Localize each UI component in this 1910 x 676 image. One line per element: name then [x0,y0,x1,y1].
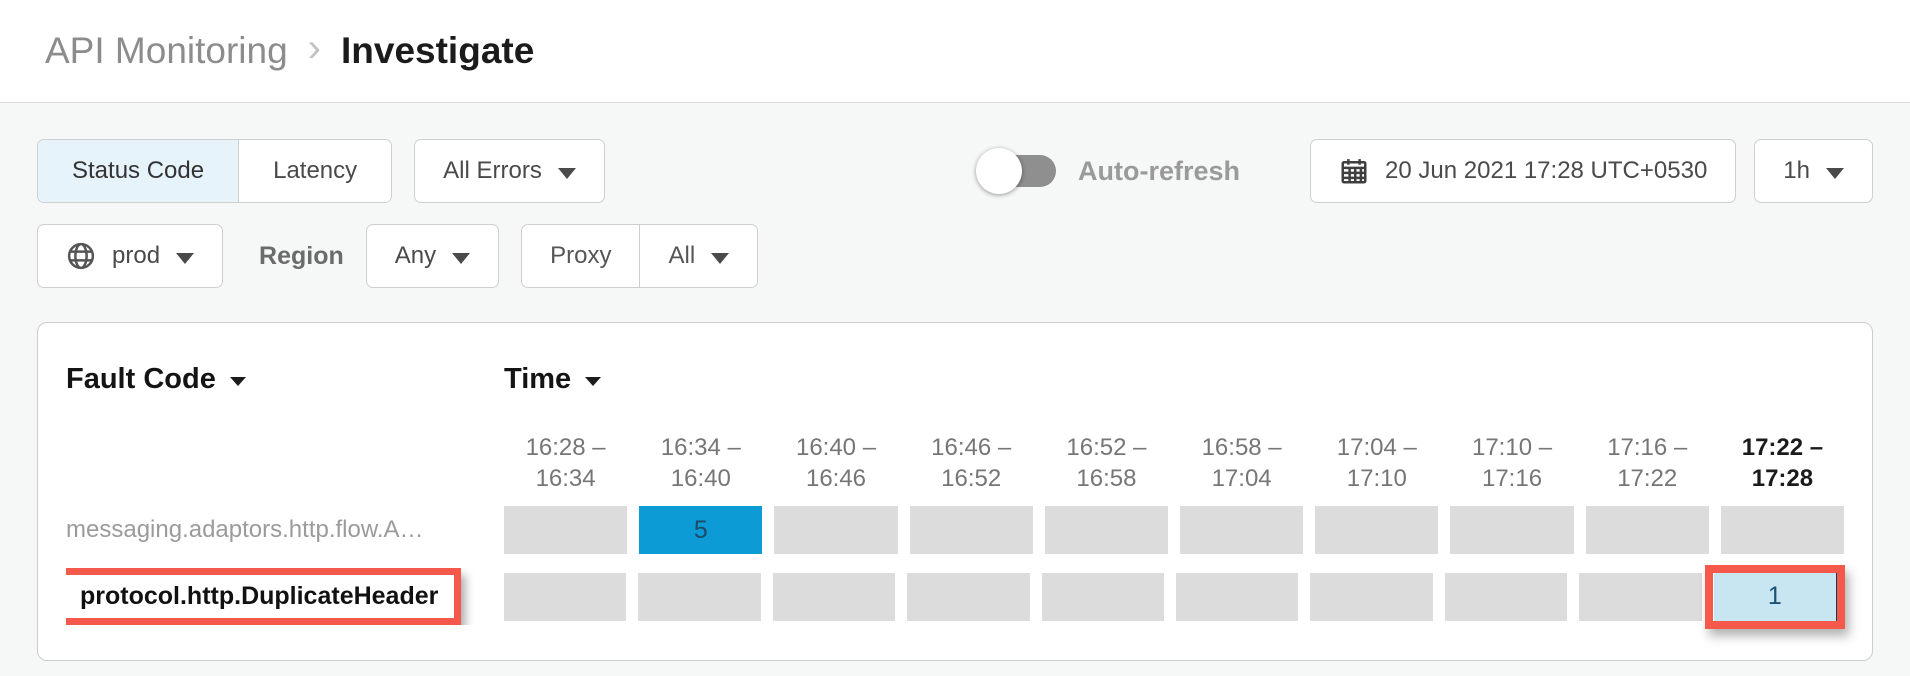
time-column-header-9: 17:22 –17:28 [1741,434,1824,492]
heatmap-cell-strip: 1 [504,564,1846,629]
heatmap-cell-r1-c3[interactable] [907,572,1030,621]
heatmap-cell-r1-c2[interactable] [772,572,896,621]
environment-dropdown[interactable]: prod [37,224,224,288]
tab-status-code[interactable]: Status Code [38,140,239,202]
time-column-header-7: 17:10 –17:16 [1471,434,1553,492]
heatmap-column-headers: 16:28 –16:34 16:34 –16:40 16:40 –16:46 16:4… [504,432,1844,494]
heatmap-cell-r0-c2[interactable] [774,506,898,554]
fault-code-row-label: messaging.adaptors.http.flow.A… [66,516,424,543]
region-label: Region [259,241,344,270]
page-header: API Monitoring › Investigate [0,0,1910,103]
calendar-icon [1341,159,1367,184]
heatmap-cell-r1-c4[interactable] [1041,572,1165,621]
heatmap-header-row: 16:28 –16:34 16:34 –16:40 16:40 –16:46 16:4… [66,432,1844,494]
toggle-knob[interactable] [976,148,1023,194]
time-column-header-1: 16:34 –16:40 [660,434,741,492]
filter-row-secondary: prod Region Any Proxy All [37,224,1873,288]
time-column-header-0: 16:28 –16:34 [525,434,606,492]
row-dimension-label: Fault Code [66,363,216,395]
metric-tab-group: Status Code Latency [37,139,393,203]
page-title: Investigate [341,30,535,71]
region-dropdown[interactable]: Any [365,224,500,288]
heatmap-cell-r1-c9[interactable]: 1 [1704,564,1846,629]
heatmap-cell-r1-c1[interactable] [638,572,761,621]
heatmap-cell-r0-c9[interactable] [1720,506,1845,554]
heatmap-cell-r1-c8[interactable] [1579,572,1702,621]
heatmap-cell-r0-c8[interactable] [1585,506,1709,554]
chevron-down-icon [585,377,602,386]
tab-latency[interactable]: Latency [238,140,392,202]
chevron-down-icon [229,377,246,386]
breadcrumb-separator-icon: › [307,25,321,70]
heatmap-cell-r0-c0[interactable] [504,506,628,554]
heatmap-row-0: messaging.adaptors.http.flow.A… 5 [66,506,1845,554]
datetime-value: 20 Jun 2021 17:28 UTC+0530 [1385,157,1708,184]
heatmap-row-1: protocol.http.DuplicateHeader 1 [66,564,1846,629]
time-column-header-5: 16:58 –17:04 [1201,434,1282,492]
heatmap-cell-r0-c3[interactable] [909,506,1033,554]
annotation-highlight-label: protocol.http.DuplicateHeader [66,568,462,625]
heatmap-dimension-header: Fault Code Time [66,363,1844,396]
heatmap-cell-r1-c7[interactable] [1444,572,1568,621]
datetime-picker[interactable]: 20 Jun 2021 17:28 UTC+0530 [1310,139,1737,203]
auto-refresh-label: Auto-refresh [1078,155,1241,186]
proxy-segment-label[interactable]: Proxy [550,242,612,269]
heatmap-cell-r0-c6[interactable] [1315,506,1439,554]
heatmap-header-spacer [66,432,504,494]
time-column-header-2: 16:40 –16:46 [795,434,877,492]
heatmap-cell-r0-c7[interactable] [1450,506,1574,554]
time-column-header-8: 17:16 –17:22 [1607,434,1688,492]
breadcrumb-section[interactable]: API Monitoring [45,30,288,71]
heatmap-cell-r1-c5[interactable] [1176,572,1299,621]
investigate-heatmap-card: Fault Code Time 16:28 –16:34 16:34 –16:40… [37,322,1873,661]
heatmap-cell-r1-c0[interactable] [504,572,627,621]
all-errors-label: All Errors [443,157,542,184]
filter-row-primary: Status Code Latency All Errors Auto-refr… [37,139,1873,203]
row-dimension-dropdown[interactable]: Fault Code [66,363,504,396]
toggle-track[interactable] [976,148,1057,194]
region-value: Any [394,242,437,269]
annotation-highlight-cell [1704,564,1846,629]
fault-code-row-label: protocol.http.DuplicateHeader [66,568,504,625]
chevron-down-icon [711,252,730,264]
chevron-down-icon [176,252,195,264]
environment-value: prod [112,242,161,269]
globe-icon [67,242,95,270]
heatmap-rows: messaging.adaptors.http.flow.A… 5 protocol… [66,506,1846,629]
column-dimension-dropdown[interactable]: Time [504,363,602,396]
time-range-value: 1h [1783,157,1810,184]
column-dimension-label: Time [504,363,572,395]
time-column-header-3: 16:46 –16:52 [931,434,1012,492]
heatmap-cell-strip: 5 [504,506,1845,554]
chevron-down-icon [557,167,576,179]
heatmap-cell-r0-c1[interactable]: 5 [639,506,763,554]
auto-refresh-toggle[interactable]: Auto-refresh [976,148,1241,194]
proxy-filter-group: Proxy All [521,224,759,288]
proxy-dropdown[interactable]: All [639,225,757,287]
heatmap-cell-r0-c4[interactable] [1044,506,1169,554]
time-column-header-6: 17:04 –17:10 [1336,434,1417,492]
chevron-down-icon [452,252,471,264]
all-errors-dropdown[interactable]: All Errors [414,139,605,203]
time-column-header-4: 16:52 –16:58 [1066,434,1147,492]
chevron-down-icon [1826,167,1844,179]
time-range-dropdown[interactable]: 1h [1754,139,1873,203]
heatmap-cell-r0-c5[interactable] [1180,506,1304,554]
proxy-value: All [668,242,696,269]
heatmap-cell-r1-c6[interactable] [1310,572,1433,621]
filter-bar: Status Code Latency All Errors Auto-refr… [0,103,1910,288]
